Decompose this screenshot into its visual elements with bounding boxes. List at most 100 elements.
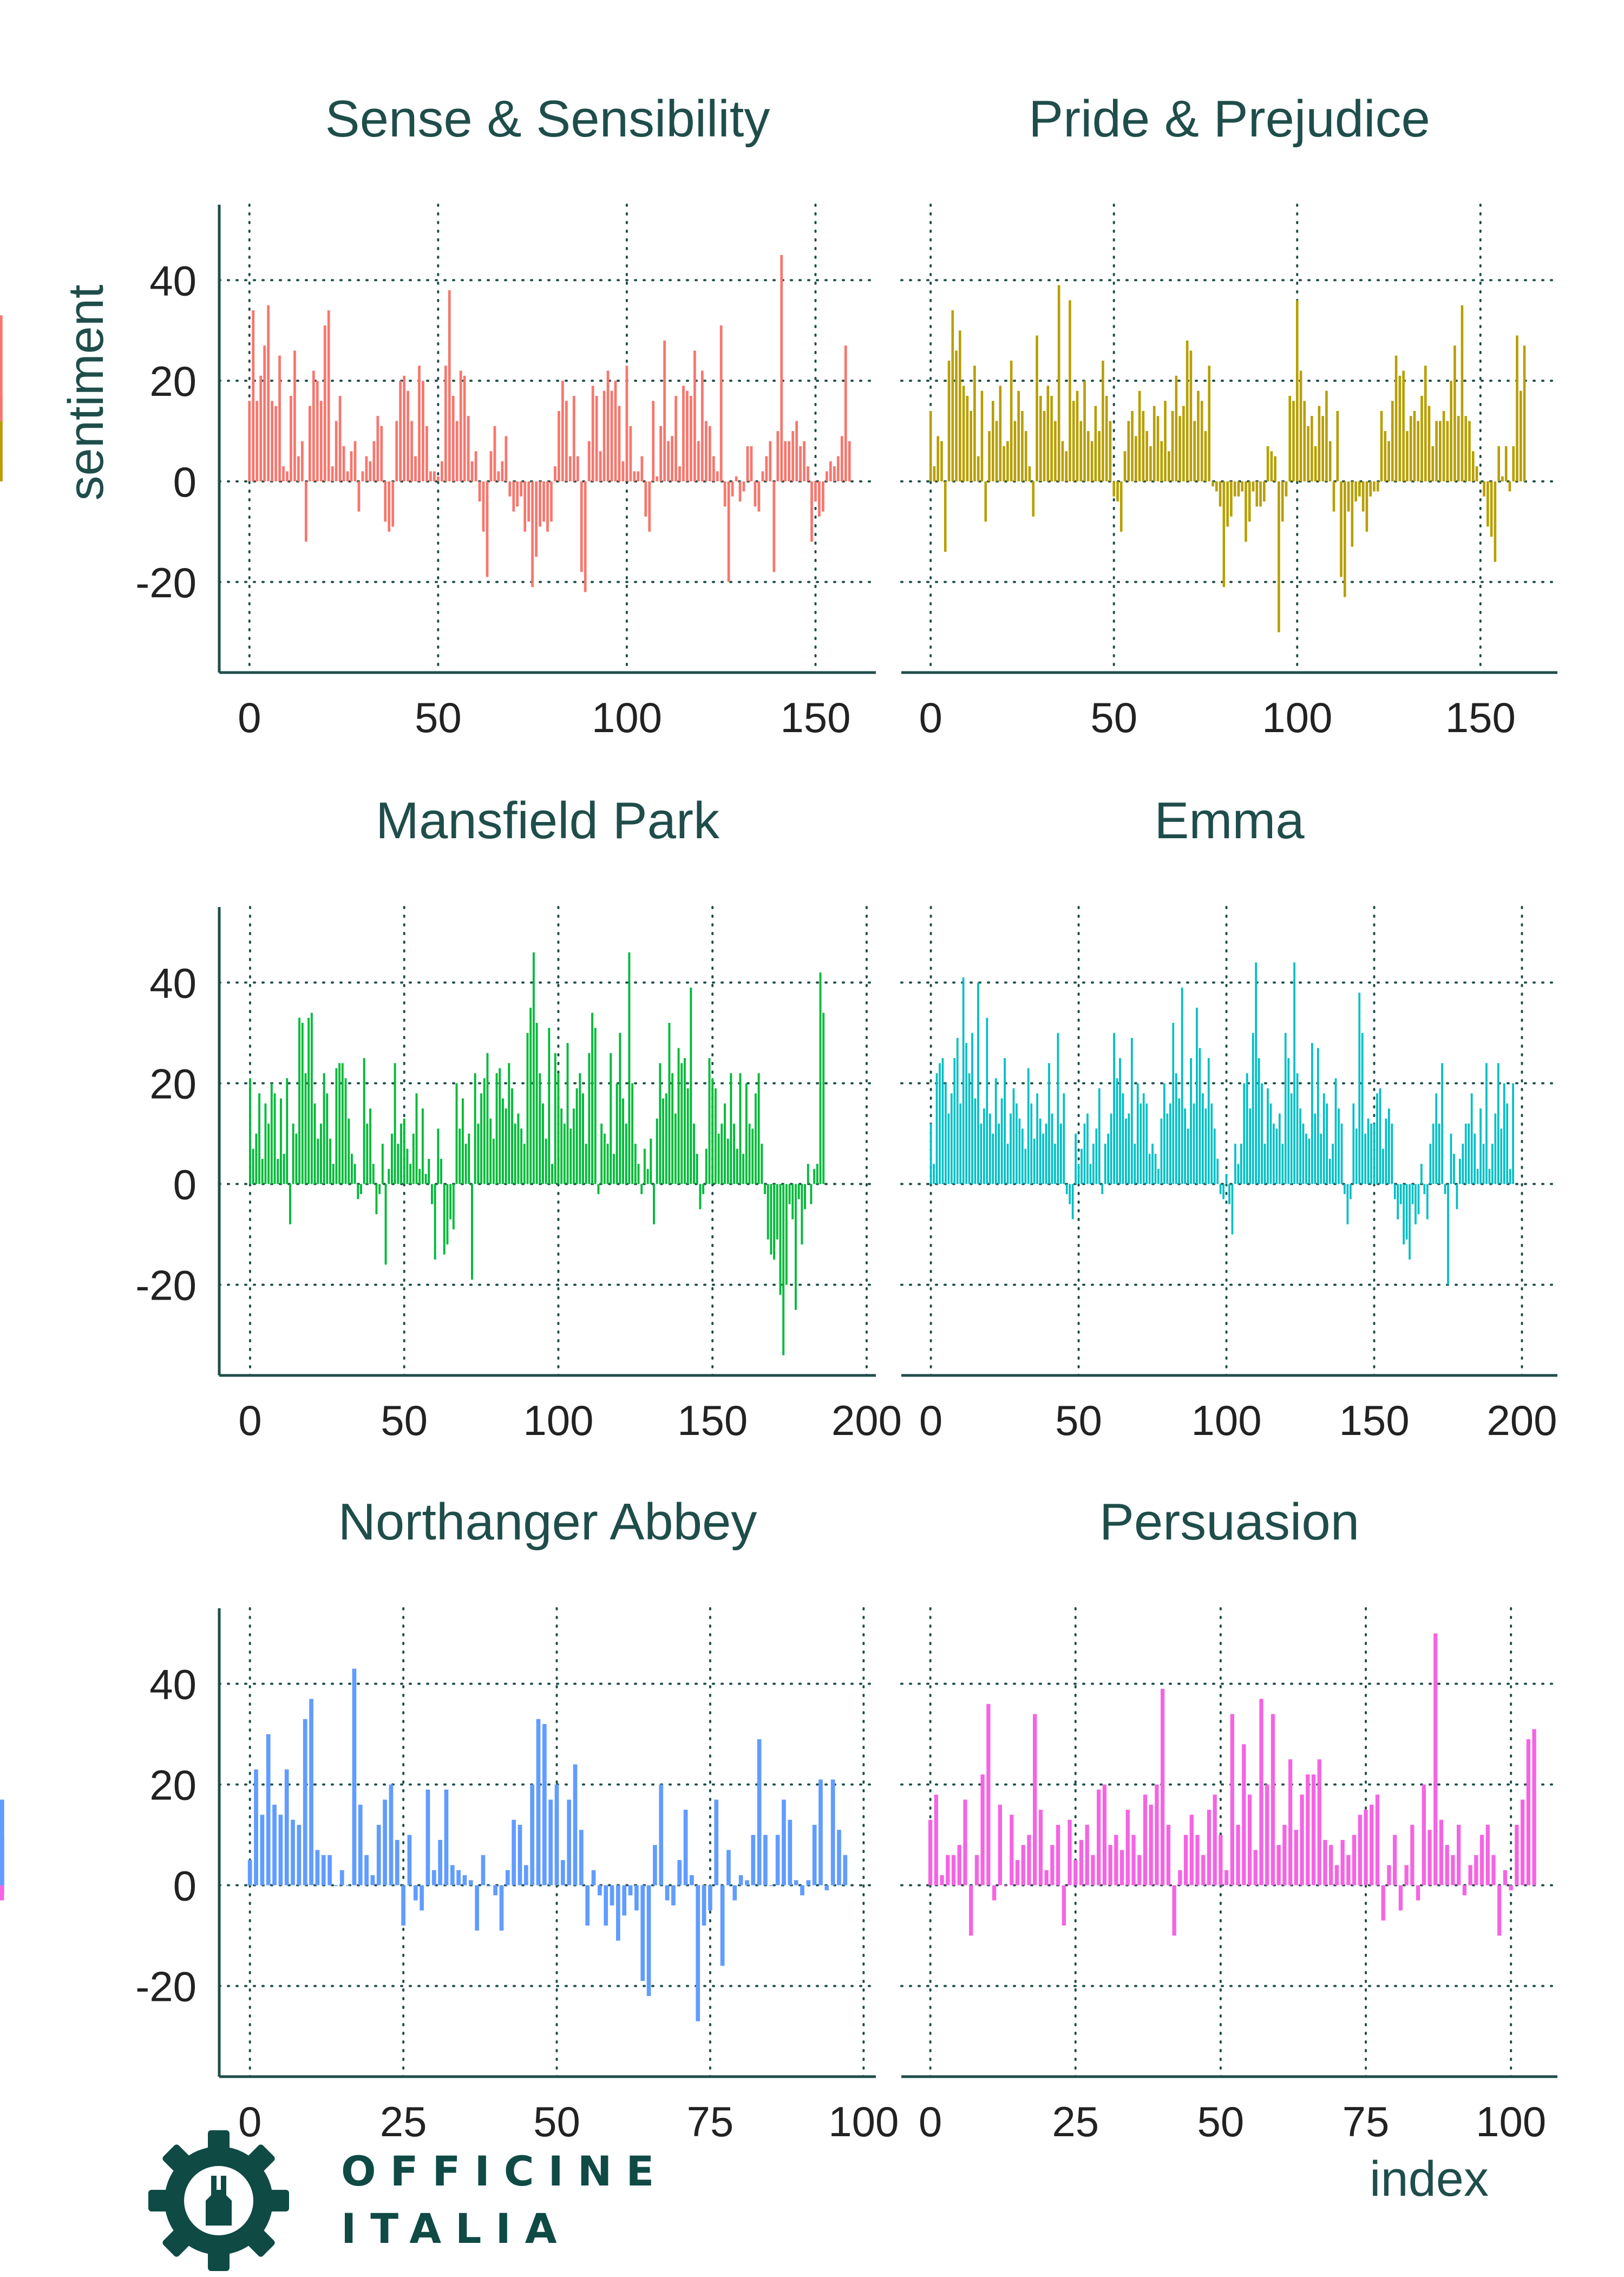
sentiment-bar	[1271, 1714, 1275, 1885]
sentiment-bar	[769, 1885, 774, 1887]
sentiment-bar	[523, 1865, 528, 1885]
sentiment-bar	[1497, 446, 1500, 481]
sentiment-bar	[929, 410, 932, 481]
sentiment-bar	[1172, 1885, 1176, 1936]
sentiment-bar	[375, 1184, 378, 1215]
sentiment-bar	[436, 476, 440, 481]
sentiment-bar	[260, 1815, 265, 1885]
sentiment-bar	[614, 381, 617, 481]
sentiment-bar	[1189, 1815, 1194, 1885]
sentiment-bar	[1509, 1169, 1511, 1184]
sentiment-bar	[1311, 1774, 1316, 1885]
sentiment-bar	[1420, 396, 1423, 481]
sentiment-bar	[1234, 1144, 1236, 1184]
sentiment-bar	[644, 481, 647, 517]
x-tick-label: 50	[1090, 694, 1137, 741]
sentiment-bar	[1293, 962, 1295, 1184]
sentiment-bar	[338, 1063, 341, 1184]
sentiment-bar	[1317, 1048, 1319, 1184]
sentiment-bar	[397, 1144, 400, 1184]
sentiment-bar	[674, 1113, 677, 1184]
sentiment-bar	[693, 350, 696, 481]
sentiment-bar	[304, 1073, 307, 1184]
sentiment-bar	[531, 481, 534, 588]
sentiment-bar	[576, 456, 579, 481]
sentiment-bar	[501, 461, 504, 481]
sentiment-bar	[1125, 1118, 1127, 1184]
sentiment-bar	[1435, 421, 1438, 481]
x-tick-label: 0	[238, 1397, 261, 1444]
sentiment-bar	[569, 1128, 572, 1184]
sentiment-bar	[1163, 1083, 1165, 1184]
sentiment-bar	[0, 1885, 4, 1901]
sentiment-bar	[731, 481, 734, 497]
sentiment-bar	[1354, 481, 1357, 502]
sentiment-bar	[1107, 1133, 1110, 1184]
sentiment-bar	[708, 1885, 712, 1911]
sentiment-bar	[833, 466, 836, 481]
sentiment-bar	[628, 952, 631, 1184]
sentiment-bar	[1077, 1164, 1080, 1184]
sentiment-bar	[965, 1043, 967, 1184]
sentiment-bar	[477, 1123, 480, 1184]
sentiment-bar	[1171, 410, 1174, 481]
sentiment-bar	[598, 1885, 602, 1896]
sentiment-bar	[1281, 481, 1284, 522]
sentiment-bar	[1338, 1108, 1340, 1184]
sentiment-bar	[953, 1058, 956, 1184]
sentiment-bar	[1328, 1159, 1331, 1184]
sentiment-bar	[572, 396, 575, 481]
sentiment-bar	[548, 1028, 551, 1184]
sentiment-bar	[1303, 401, 1306, 481]
sentiment-bar	[970, 410, 972, 481]
sentiment-bar	[1021, 410, 1024, 481]
sentiment-bar	[1503, 1870, 1508, 1885]
sentiment-bar	[1004, 1885, 1008, 1887]
sentiment-bar	[493, 426, 496, 481]
sentiment-bar	[1042, 1133, 1044, 1184]
sentiment-bar	[536, 1719, 541, 1885]
sentiment-bar	[388, 481, 391, 532]
sentiment-bar	[1190, 1058, 1192, 1184]
sentiment-bar	[1532, 1729, 1536, 1885]
sentiment-bar	[1237, 1164, 1240, 1184]
sentiment-bar	[1438, 1123, 1440, 1184]
sentiment-bar	[286, 1078, 289, 1184]
sentiment-bar	[739, 1073, 742, 1184]
sentiment-bar	[1387, 441, 1390, 481]
sentiment-bar	[1219, 481, 1222, 507]
sentiment-bar	[1307, 426, 1309, 481]
sentiment-bar	[364, 1855, 369, 1885]
sentiment-bar	[1290, 1093, 1293, 1184]
sentiment-bar	[1275, 1128, 1278, 1184]
sentiment-bar	[840, 436, 843, 481]
sentiment-bar	[785, 1184, 788, 1285]
sentiment-bar	[1351, 481, 1354, 547]
sentiment-bar	[977, 982, 979, 1184]
sentiment-bar	[1051, 1113, 1053, 1184]
sentiment-bar	[511, 1088, 513, 1184]
sentiment-bar	[1032, 481, 1035, 517]
sentiment-bar	[319, 1123, 322, 1184]
sentiment-bar	[606, 1144, 609, 1184]
sentiment-bar	[1045, 1123, 1047, 1184]
sentiment-bar	[1352, 1835, 1357, 1885]
sentiment-bar	[591, 386, 594, 481]
y-tick-label: 0	[173, 458, 197, 506]
sentiment-bar	[437, 1128, 440, 1184]
sentiment-bar	[478, 481, 481, 502]
sentiment-bar	[1151, 1144, 1154, 1184]
sentiment-bar	[667, 441, 670, 481]
sentiment-bar	[1149, 1804, 1153, 1885]
sentiment-bar	[1130, 1038, 1133, 1184]
sentiment-bar	[412, 1133, 415, 1184]
sentiment-bar	[486, 1053, 489, 1184]
sentiment-bar	[532, 952, 535, 1184]
sentiment-bar	[1201, 1855, 1206, 1885]
sentiment-bar	[278, 1815, 283, 1885]
sentiment-bar	[263, 345, 266, 481]
sentiment-bar	[690, 987, 692, 1184]
sentiment-bar	[788, 441, 791, 481]
sentiment-bar	[1098, 1088, 1101, 1184]
